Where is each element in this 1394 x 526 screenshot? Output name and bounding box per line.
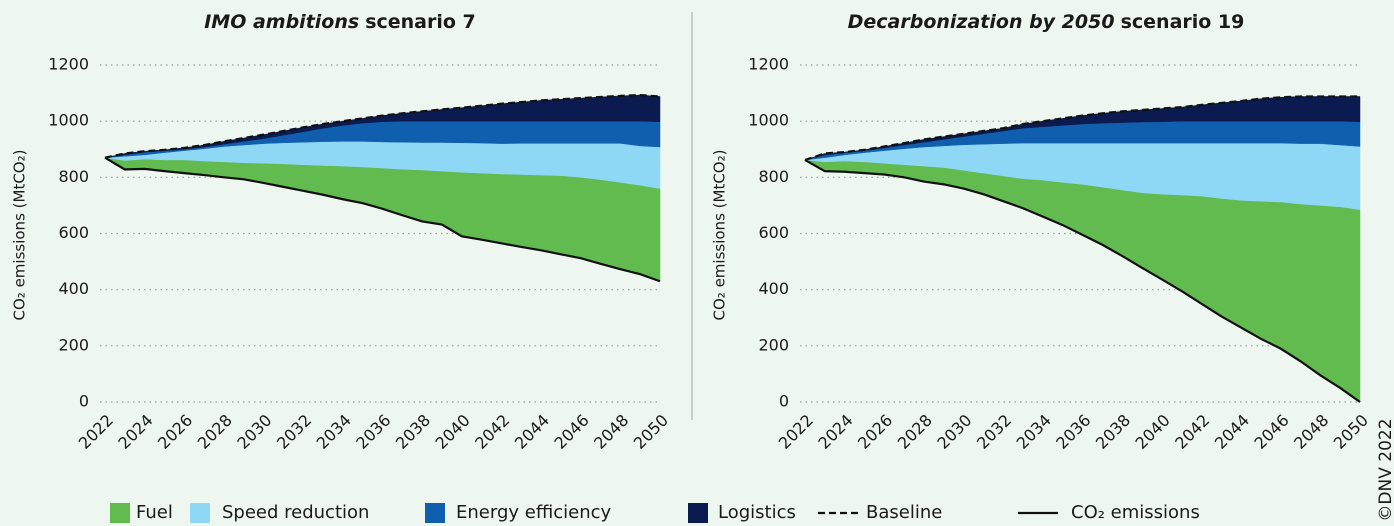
y-tick-label: 800 (758, 167, 789, 186)
chart-title: IMO ambitions scenario 7 (204, 11, 476, 33)
title-part: Decarbonization by 2050 (848, 11, 1115, 33)
y-tick-label: 0 (79, 392, 89, 411)
y-tick-label: 200 (58, 335, 89, 354)
title-part: IMO ambitions (204, 11, 359, 33)
emissions-line (804, 158, 1361, 403)
baseline-line (804, 95, 1360, 161)
title-part: scenario 19 (1121, 11, 1245, 33)
legend-label: Energy efficiency (456, 502, 611, 523)
legend-swatch (688, 503, 708, 523)
y-axis-label: CO₂ emissions (MtCO₂) (11, 150, 29, 321)
y-tick-label: 1200 (48, 55, 89, 74)
title-part: scenario 7 (365, 11, 476, 33)
y-tick-label: 600 (58, 223, 89, 242)
y-tick-label: 1200 (748, 55, 789, 74)
emissions-line (104, 156, 661, 283)
y-tick-label: 800 (58, 167, 89, 186)
legend-label: Fuel (136, 502, 173, 523)
y-tick-label: 1000 (748, 111, 789, 130)
y-tick-label: 0 (779, 392, 789, 411)
credit: ©DNV 2022 (1376, 418, 1394, 521)
baseline-line (104, 93, 661, 159)
legend-label: Baseline (866, 502, 942, 523)
y-tick-label: 200 (758, 335, 789, 354)
legend-swatch (425, 503, 445, 523)
y-tick-label: 400 (758, 279, 789, 298)
y-tick-label: 600 (758, 223, 789, 242)
chart-title: Decarbonization by 2050 scenario 19 (848, 11, 1245, 33)
legend-label: CO₂ emissions (1071, 502, 1200, 523)
legend-swatch (110, 503, 130, 523)
legend-label: Speed reduction (222, 502, 369, 523)
legend-label: Logistics (718, 502, 796, 523)
legend-swatch (190, 503, 210, 523)
y-tick-label: 1000 (48, 111, 89, 130)
y-tick-label: 400 (58, 279, 89, 298)
y-axis-label: CO₂ emissions (MtCO₂) (711, 150, 729, 321)
